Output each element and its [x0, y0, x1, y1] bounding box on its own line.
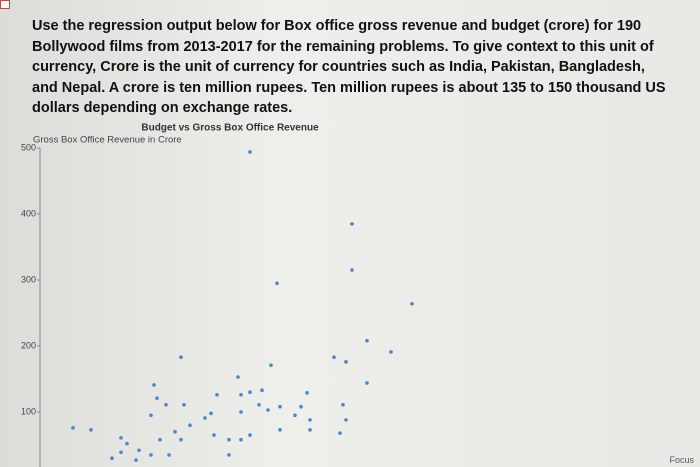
chart-title: Budget vs Gross Box Office Revenue	[141, 123, 319, 134]
point	[173, 430, 177, 434]
point	[149, 453, 153, 457]
point	[137, 448, 141, 453]
point	[410, 301, 414, 306]
point	[134, 458, 138, 462]
focus-button[interactable]: Focus	[669, 455, 694, 465]
y-tick-label: 300	[21, 274, 36, 284]
point	[179, 355, 183, 360]
point	[248, 390, 252, 395]
point	[308, 428, 312, 432]
point	[236, 375, 240, 379]
icon	[0, 0, 10, 9]
point	[119, 435, 123, 440]
point	[155, 396, 159, 400]
point	[212, 433, 216, 437]
point	[149, 413, 153, 418]
point	[341, 402, 345, 407]
point	[119, 450, 123, 455]
point	[299, 404, 303, 409]
y-tick-label: 200	[21, 340, 36, 350]
point	[338, 431, 342, 435]
point	[365, 381, 369, 385]
point	[215, 393, 219, 397]
point	[227, 453, 231, 457]
y-tick-label: 400	[21, 208, 36, 218]
point	[71, 426, 75, 430]
point	[278, 404, 282, 409]
point	[239, 393, 243, 397]
point	[278, 428, 282, 432]
point	[344, 360, 348, 364]
point	[269, 363, 273, 367]
y-tick-label: 100	[21, 406, 36, 416]
point	[305, 391, 309, 395]
point	[365, 338, 369, 343]
point	[158, 437, 162, 442]
point	[182, 402, 186, 407]
point	[308, 418, 312, 422]
point	[344, 418, 348, 422]
point	[350, 222, 354, 226]
y-axis-label: Gross Box Office Revenue in Crore	[33, 135, 182, 146]
point	[89, 428, 93, 432]
point	[275, 281, 279, 286]
point	[248, 433, 252, 437]
point	[332, 355, 336, 360]
point	[257, 402, 261, 407]
point	[164, 402, 168, 407]
point	[188, 423, 192, 428]
point	[389, 350, 393, 354]
point	[260, 388, 264, 393]
point	[239, 437, 243, 442]
point	[248, 150, 252, 154]
point	[179, 437, 183, 442]
y-tick-label: 500	[21, 142, 36, 152]
point	[227, 437, 231, 442]
point	[203, 416, 207, 420]
point	[293, 413, 297, 418]
point	[266, 408, 270, 412]
point	[209, 411, 213, 416]
point	[350, 268, 354, 272]
point	[167, 453, 171, 457]
point	[110, 456, 114, 461]
point	[152, 383, 156, 387]
paragraph: Use the regression output below for Box …	[32, 18, 666, 116]
point	[125, 441, 129, 446]
point	[239, 410, 243, 414]
